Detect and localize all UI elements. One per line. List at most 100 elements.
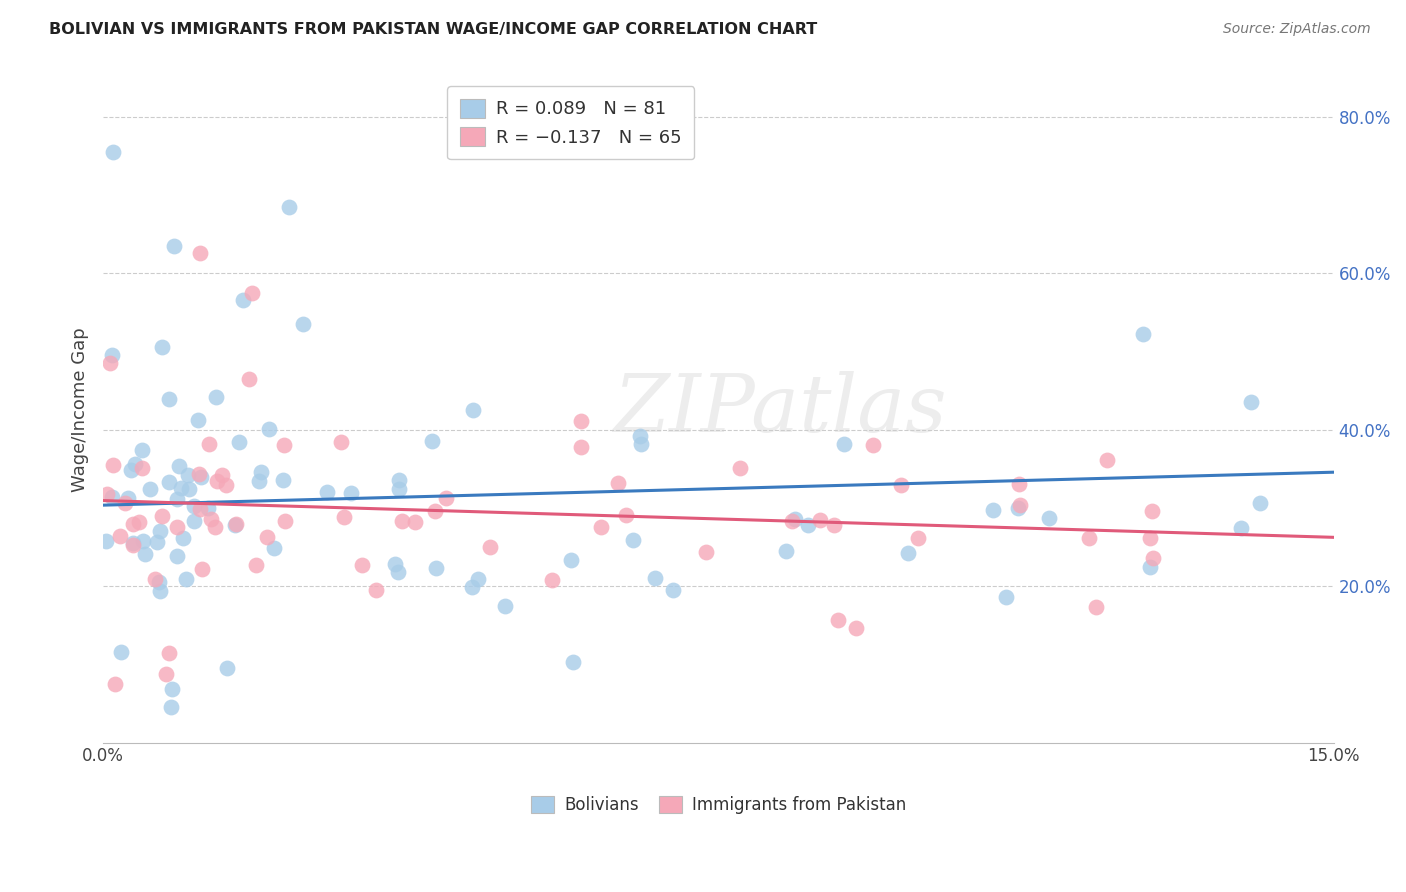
Point bbox=[352, 558, 374, 573]
Point bbox=[541, 573, 564, 587]
Point bbox=[862, 437, 884, 451]
Point bbox=[823, 517, 845, 532]
Point bbox=[204, 519, 226, 533]
Point bbox=[1008, 498, 1031, 512]
Point bbox=[155, 666, 177, 681]
Point bbox=[339, 486, 361, 500]
Point bbox=[101, 145, 124, 159]
Point bbox=[103, 458, 125, 472]
Point bbox=[1007, 501, 1029, 516]
Point bbox=[121, 516, 143, 531]
Point bbox=[591, 520, 613, 534]
Point bbox=[1038, 511, 1060, 525]
Point bbox=[1008, 477, 1031, 491]
Point bbox=[205, 390, 228, 404]
Point bbox=[98, 356, 121, 370]
Point bbox=[211, 467, 233, 482]
Point bbox=[174, 573, 197, 587]
Point bbox=[131, 442, 153, 457]
Point bbox=[150, 509, 173, 524]
Point bbox=[1249, 496, 1271, 510]
Point bbox=[259, 422, 281, 436]
Text: Source: ZipAtlas.com: Source: ZipAtlas.com bbox=[1223, 22, 1371, 37]
Point bbox=[228, 434, 250, 449]
Point bbox=[238, 372, 260, 386]
Point bbox=[96, 487, 118, 501]
Point bbox=[827, 613, 849, 627]
Point bbox=[404, 515, 426, 529]
Point bbox=[145, 535, 167, 549]
Point bbox=[1139, 560, 1161, 574]
Point bbox=[166, 519, 188, 533]
Point bbox=[434, 491, 457, 505]
Point bbox=[333, 510, 356, 524]
Point bbox=[191, 562, 214, 576]
Point bbox=[188, 246, 211, 260]
Point bbox=[494, 599, 516, 613]
Point bbox=[461, 402, 484, 417]
Point bbox=[159, 700, 181, 714]
Text: BOLIVIAN VS IMMIGRANTS FROM PAKISTAN WAGE/INCOME GAP CORRELATION CHART: BOLIVIAN VS IMMIGRANTS FROM PAKISTAN WAG… bbox=[49, 22, 817, 37]
Point bbox=[775, 544, 797, 558]
Point bbox=[187, 413, 209, 427]
Point bbox=[163, 238, 186, 252]
Point bbox=[132, 534, 155, 549]
Point bbox=[644, 571, 666, 585]
Point bbox=[1140, 504, 1163, 518]
Point bbox=[149, 583, 172, 598]
Point bbox=[215, 661, 238, 675]
Point bbox=[316, 484, 339, 499]
Point bbox=[183, 500, 205, 514]
Point bbox=[101, 490, 124, 504]
Point bbox=[166, 549, 188, 563]
Point bbox=[104, 677, 127, 691]
Point bbox=[110, 645, 132, 659]
Point bbox=[783, 511, 806, 525]
Point bbox=[170, 481, 193, 495]
Point bbox=[114, 496, 136, 510]
Point bbox=[197, 500, 219, 515]
Point bbox=[994, 591, 1017, 605]
Point bbox=[128, 515, 150, 529]
Point bbox=[188, 467, 211, 481]
Point bbox=[695, 545, 717, 559]
Point bbox=[188, 502, 211, 516]
Point bbox=[256, 530, 278, 544]
Point bbox=[1085, 600, 1108, 615]
Point bbox=[274, 514, 297, 528]
Point bbox=[134, 547, 156, 561]
Y-axis label: Wage/Income Gap: Wage/Income Gap bbox=[72, 327, 89, 492]
Point bbox=[157, 392, 180, 406]
Point bbox=[250, 465, 273, 479]
Point bbox=[423, 503, 446, 517]
Point bbox=[148, 575, 170, 590]
Point bbox=[124, 458, 146, 472]
Point bbox=[808, 513, 831, 527]
Point bbox=[425, 561, 447, 575]
Point bbox=[183, 514, 205, 528]
Point bbox=[177, 483, 200, 497]
Point bbox=[157, 475, 180, 489]
Point bbox=[630, 437, 652, 451]
Point bbox=[273, 437, 295, 451]
Point bbox=[1132, 327, 1154, 342]
Point bbox=[232, 293, 254, 308]
Point bbox=[461, 580, 484, 594]
Point bbox=[384, 557, 406, 571]
Text: ZIPatlas: ZIPatlas bbox=[613, 371, 946, 449]
Point bbox=[1095, 453, 1118, 467]
Point bbox=[569, 414, 592, 428]
Point bbox=[263, 541, 285, 555]
Point bbox=[121, 536, 143, 550]
Point bbox=[1239, 394, 1261, 409]
Point bbox=[561, 655, 583, 669]
Point bbox=[1077, 531, 1099, 545]
Point bbox=[1139, 531, 1161, 545]
Point bbox=[245, 558, 267, 572]
Point bbox=[728, 460, 751, 475]
Point bbox=[890, 478, 912, 492]
Point bbox=[150, 340, 173, 354]
Point bbox=[621, 533, 644, 547]
Point bbox=[422, 434, 444, 448]
Point bbox=[117, 491, 139, 506]
